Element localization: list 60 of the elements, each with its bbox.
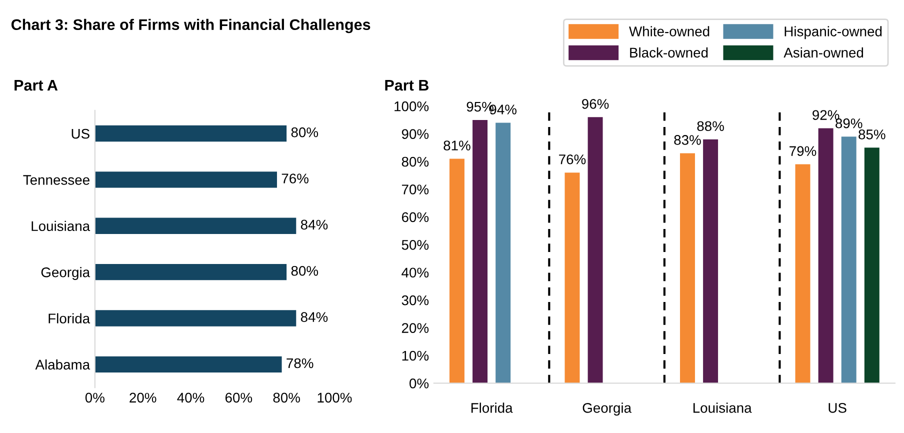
bar [795,164,810,384]
bar [588,117,603,384]
legend-label: Hispanic-owned [784,26,882,40]
legend-label: Asian-owned [784,47,864,58]
x-tick-label: Georgia [582,402,632,416]
data-label: 76% [282,174,308,184]
x-tick-label: US [828,403,846,413]
data-label: 81% [444,140,470,150]
bar [564,172,580,384]
y-tick-label: 90% [402,129,429,139]
y-tick-label: 60% [402,212,429,222]
chart-title: Chart 3: Share of Firms with Financial Challenges [11,18,370,34]
x-tick-label: 20% [130,392,156,403]
data-label: 80% [291,266,318,276]
y-tick-label: Louisiana [32,220,90,232]
data-label: 89% [836,118,862,128]
y-tick-label: Alabama [35,359,90,370]
x-tick-label: 100% [318,392,352,403]
y-tick-label: Georgia [41,267,90,280]
x-tick-label: 80% [273,392,300,403]
data-label: 84% [300,312,328,322]
bar [864,148,880,384]
chart-subtitle: Part B [385,80,429,91]
data-label: 92% [812,110,840,120]
y-tick-label: 70% [402,184,429,194]
data-label: 79% [790,146,816,156]
bar [496,122,511,384]
y-tick-label: 100% [394,101,429,112]
y-tick-label: 10% [402,350,429,361]
x-tick-label: Louisiana [693,402,752,413]
y-tick-label: Tennessee [23,175,90,185]
x-tick-label: 60% [225,392,252,403]
bar [449,158,464,384]
y-tick-label: 0% [410,378,429,388]
y-tick-label: 80% [402,156,429,167]
bar [703,139,718,384]
y-tick-label: US [72,128,90,139]
legend-label: Black-owned [630,47,708,58]
bar [472,120,488,384]
bar [841,136,856,384]
data-label: 80% [291,127,318,138]
y-tick-label: 50% [402,240,429,250]
y-tick-label: 20% [402,323,429,333]
bar [680,153,695,384]
x-tick-label: 40% [177,392,204,403]
data-label: 88% [697,121,724,132]
data-label: 76% [559,154,586,164]
bar [818,128,834,384]
data-label: 83% [674,135,701,145]
data-label: 84% [300,220,328,230]
x-tick-label: 0% [85,392,104,403]
data-label: 85% [858,130,886,140]
y-tick-label: 40% [402,268,429,278]
chart-subtitle: Part A [14,80,58,91]
data-label: 78% [286,358,314,368]
y-tick-label: 30% [402,295,429,306]
x-tick-label: Florida [471,402,513,413]
data-label: 96% [582,99,609,109]
y-tick-label: Florida [48,313,90,324]
legend-label: White-owned [629,26,710,36]
